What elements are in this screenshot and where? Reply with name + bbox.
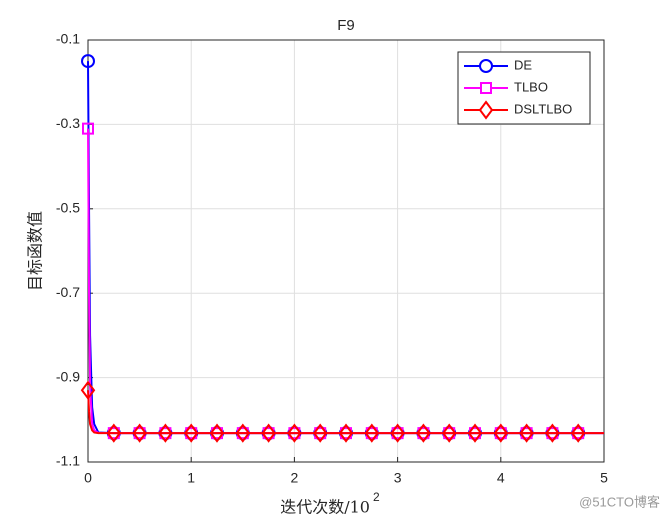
x-tick-label: 3 [394, 470, 402, 486]
marker [106, 423, 122, 443]
marker [478, 100, 494, 120]
marker [519, 423, 534, 443]
marker [209, 423, 225, 443]
series-line [87, 390, 604, 435]
marker [479, 59, 493, 73]
marker [235, 423, 251, 443]
marker [80, 380, 96, 400]
marker [82, 122, 94, 135]
y-tick-label: -0.1 [56, 31, 80, 47]
marker [364, 423, 380, 443]
chart-title: F9 [337, 17, 355, 34]
marker [416, 423, 431, 443]
marker [545, 423, 560, 443]
marker [467, 423, 483, 443]
watermark: @51CTO博客 [579, 494, 660, 509]
marker [183, 423, 199, 443]
x-axis-label-exponent: 2 [373, 490, 380, 504]
y-tick-label: -0.5 [56, 200, 80, 216]
legend-label: DSLTLBO [514, 101, 572, 116]
y-tick-label: -0.7 [56, 284, 80, 300]
marker [158, 423, 173, 443]
y-tick-label: -1.1 [56, 453, 80, 469]
marker [441, 423, 457, 443]
legend-label: DE [514, 57, 532, 72]
y-axis-label: 目标函数值 [26, 211, 45, 291]
marker [493, 423, 509, 443]
marker [132, 423, 147, 443]
marker [312, 423, 328, 443]
marker [390, 423, 405, 443]
x-tick-label: 5 [600, 470, 608, 486]
marker [261, 423, 276, 443]
x-axis-label: 迭代次数/10 [280, 498, 370, 517]
y-tick-label: -0.9 [56, 368, 80, 384]
y-tick-label: -0.3 [56, 115, 80, 131]
marker [338, 423, 354, 443]
x-tick-label: 0 [84, 470, 92, 486]
x-tick-label: 4 [497, 470, 505, 486]
x-tick-label: 2 [291, 470, 299, 486]
x-tick-label: 1 [187, 470, 195, 486]
marker [81, 54, 95, 69]
marker [570, 423, 586, 443]
marker [480, 82, 492, 94]
legend-label: TLBO [514, 79, 548, 94]
marker [287, 423, 302, 443]
